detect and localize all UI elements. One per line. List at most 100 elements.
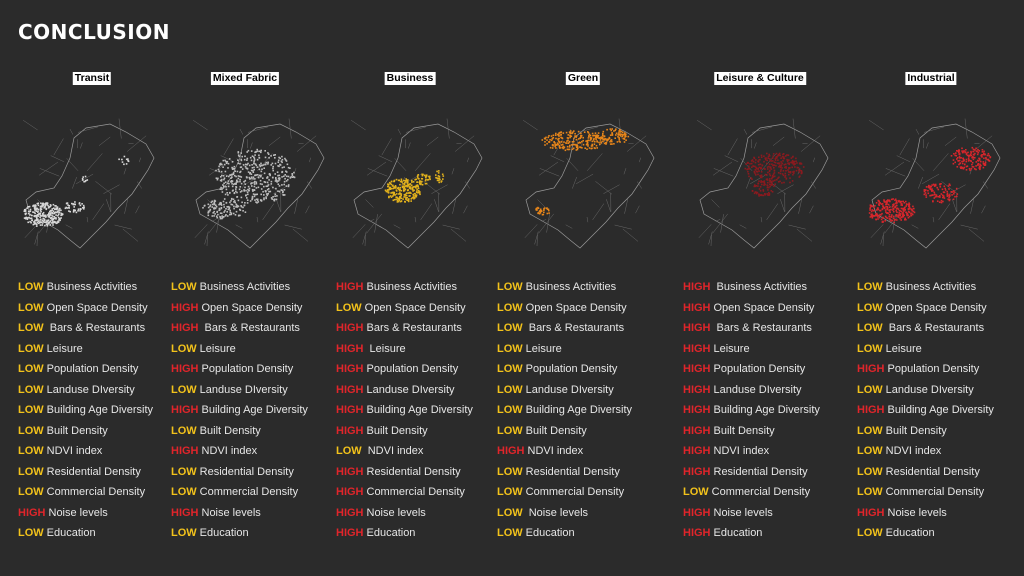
cluster-cell [230, 203, 232, 206]
cluster-cell [571, 148, 574, 151]
district-line [69, 128, 74, 135]
column-title: Mixed Fabric [210, 72, 280, 85]
cluster-cell [756, 191, 759, 194]
district-line [884, 213, 900, 234]
cluster-cell [789, 172, 792, 174]
cluster-cell [795, 160, 797, 162]
cluster-cell [965, 169, 968, 171]
cluster-cell [604, 138, 607, 140]
cluster-cell [237, 205, 240, 208]
cluster-cell [239, 178, 241, 181]
cluster-cell [987, 152, 990, 155]
cluster-cell [759, 174, 761, 177]
district-line [235, 224, 243, 229]
cluster-cell [123, 163, 125, 166]
cluster-cell [283, 189, 286, 191]
cluster-cell [766, 186, 769, 189]
district-line [426, 136, 439, 146]
cluster-cell [225, 175, 228, 177]
cluster-cell [615, 128, 617, 130]
cluster-cell [618, 130, 620, 132]
cluster-cell [760, 175, 762, 178]
indicator-label: Education [525, 527, 575, 539]
cluster-cell [272, 169, 274, 172]
cluster-cell [793, 170, 795, 173]
cluster-cell [895, 210, 897, 212]
cluster-cell [875, 202, 878, 204]
cluster-cell [24, 208, 27, 211]
cluster-cell [938, 201, 941, 203]
cluster-cell [392, 199, 395, 202]
cluster-cell [762, 189, 764, 191]
district-line [257, 153, 273, 171]
cluster-cell [387, 183, 389, 185]
district-line [216, 214, 220, 233]
cluster-cell [264, 181, 267, 184]
district-line [137, 181, 142, 189]
cluster-cell [36, 221, 39, 224]
indicator-row: LOW Leisure [497, 343, 632, 364]
cluster-cell [983, 152, 985, 155]
cluster-cell [409, 188, 412, 190]
column-title: Green [565, 72, 601, 85]
cluster-cell [411, 188, 414, 191]
district-line [788, 224, 806, 230]
cluster-cell [603, 135, 606, 137]
cluster-cell [235, 186, 237, 188]
cluster-cell [407, 184, 409, 186]
cluster-cell [884, 215, 887, 218]
cluster-cell [41, 204, 43, 207]
cluster-cell [33, 211, 35, 214]
cluster-cell [417, 185, 419, 187]
cluster-cell [29, 220, 31, 223]
cluster-cell [585, 143, 588, 146]
level-badge: LOW [497, 301, 523, 314]
cluster-cell [399, 188, 401, 191]
cluster-cell [42, 213, 44, 216]
district-line [766, 203, 779, 221]
cluster-cell [272, 176, 274, 179]
cluster-cell [252, 190, 254, 192]
cluster-cell [769, 166, 772, 169]
cluster-cell [965, 152, 968, 155]
cluster-cell [293, 176, 296, 179]
cluster-cell [283, 166, 285, 168]
cluster-cell [388, 189, 390, 191]
district-line [211, 219, 217, 222]
cluster-cell [260, 149, 262, 152]
cluster-cell [36, 215, 38, 217]
cluster-cell [36, 217, 38, 220]
cluster-cell [879, 209, 881, 212]
cluster-cell [250, 159, 253, 162]
cluster-cell [263, 185, 265, 188]
cluster-cell [759, 158, 761, 161]
cluster-cell [236, 170, 239, 173]
cluster-cell [241, 168, 244, 170]
level-badge: HIGH [171, 363, 199, 375]
cluster-cell [772, 164, 775, 166]
cluster-cell [885, 216, 888, 219]
indicator-row: HIGH Population Density [857, 363, 994, 384]
district-line [34, 231, 39, 245]
cluster-cell [773, 185, 775, 187]
cluster-cell [125, 158, 128, 161]
indicator-label: Education [366, 527, 416, 539]
cluster-cell [416, 176, 419, 178]
cluster-cell [933, 191, 936, 194]
cluster-cell [440, 181, 442, 183]
cluster-cell [876, 215, 878, 217]
cluster-cell [236, 196, 239, 198]
district-line [22, 120, 38, 131]
cluster-cell [975, 165, 977, 167]
cluster-cell [403, 183, 406, 186]
cluster-cell [958, 159, 961, 162]
cluster-cell [768, 155, 771, 157]
cluster-cell [395, 193, 398, 195]
indicator-label: Open Space Density [46, 301, 148, 314]
cluster-cell [34, 208, 36, 211]
cluster-cell [221, 188, 223, 191]
cluster-cell [251, 198, 253, 201]
district-line [408, 142, 411, 149]
cluster-cell [871, 215, 874, 217]
cluster-cell [771, 176, 774, 179]
